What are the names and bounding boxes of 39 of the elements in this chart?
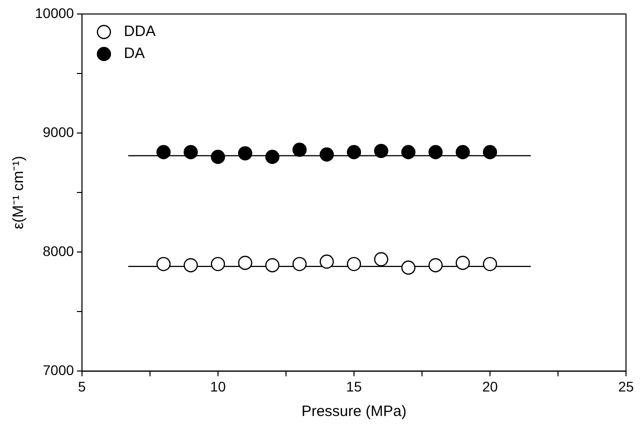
point (374, 144, 388, 158)
legend-label: DDA (124, 23, 156, 40)
point (456, 145, 470, 160)
point (265, 150, 280, 164)
point (374, 252, 388, 266)
x-tick-label: 15 (346, 378, 362, 394)
y-tick-label: 10000 (34, 4, 74, 21)
point (320, 147, 334, 162)
point (184, 258, 198, 272)
point (401, 145, 416, 160)
point (482, 145, 498, 160)
point (156, 256, 171, 272)
point (346, 145, 362, 160)
point (184, 145, 198, 160)
x-axis-title: Pressure (MPa) (301, 403, 406, 420)
point (320, 254, 334, 269)
point (456, 256, 470, 270)
point (428, 258, 443, 272)
y-axis-title: ε(M⁻¹ cm⁻¹) (10, 156, 28, 230)
point (401, 260, 416, 275)
point (346, 256, 362, 272)
y-tick-label: 7000 (42, 362, 74, 378)
x-tick-label: 25 (618, 378, 634, 394)
point (210, 256, 226, 272)
point (238, 256, 252, 270)
point (292, 256, 307, 272)
point (265, 258, 280, 272)
point (482, 256, 498, 272)
point (210, 150, 226, 164)
point (238, 146, 252, 160)
point (156, 145, 171, 160)
point (428, 145, 443, 160)
x-tick-label: 5 (78, 378, 86, 394)
x-tick-label: 20 (482, 378, 498, 394)
legend-label: DA (124, 45, 145, 62)
y-tick-label: 9000 (42, 124, 74, 140)
y-tick-label: 8000 (42, 242, 74, 259)
x-tick-label: 10 (210, 378, 226, 394)
point (292, 142, 307, 157)
